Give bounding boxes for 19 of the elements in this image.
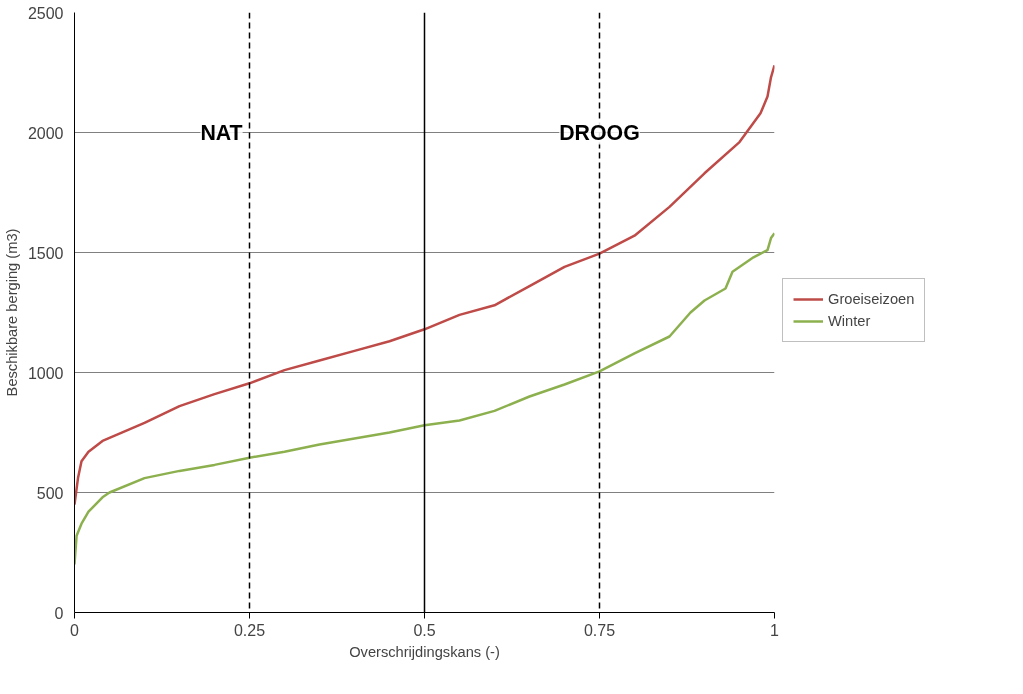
x-tick-label: 0.5	[413, 621, 436, 639]
x-tick-label: 0.25	[233, 621, 266, 639]
y-tick-label: 2000	[27, 124, 64, 142]
x-tick-label: 0.75	[583, 621, 616, 639]
x-tick-label: 1	[770, 621, 780, 639]
y-tick-label: 1000	[27, 364, 64, 382]
y-tick-label: 500	[36, 484, 64, 502]
y-tick-label: 1500	[27, 244, 64, 262]
legend-label: Groeiseizoen	[828, 291, 915, 307]
y-tick-label: 0	[54, 604, 64, 622]
y-axis-title: Beschikbare berging (m3)	[3, 228, 20, 397]
line-series	[74, 64, 775, 506]
x-axis-title: Overschrijdingskans (-)	[349, 643, 500, 660]
y-tick-label: 2500	[27, 4, 64, 22]
legend-label: Winter	[828, 313, 871, 329]
x-tick-label: 0	[70, 621, 80, 639]
annotation: DROOG	[559, 120, 640, 145]
line-series	[74, 232, 775, 566]
annotation: NAT	[200, 120, 243, 145]
